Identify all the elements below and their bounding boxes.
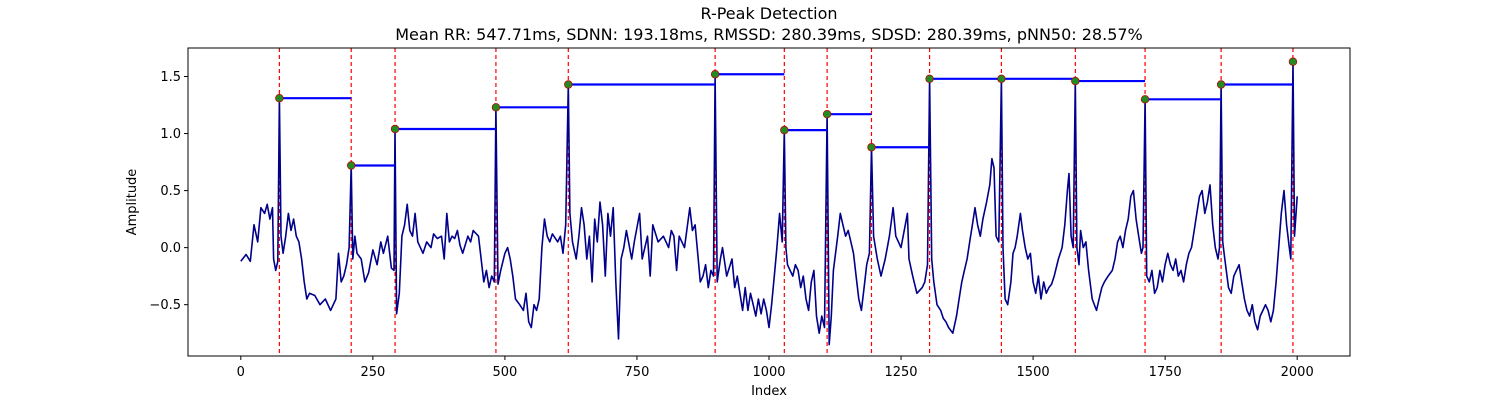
- x-tick-label: 500: [492, 365, 517, 380]
- chart-title: R-Peak Detection: [700, 4, 837, 23]
- r-peak-marker: [925, 74, 934, 83]
- x-tick-label: 0: [237, 365, 245, 380]
- y-axis: −0.5 0.0 0.5 1.0 1.5: [149, 70, 188, 313]
- y-tick-label: 1.5: [160, 70, 181, 85]
- x-tick-label: 1000: [752, 365, 785, 380]
- y-tick-label: −0.5: [149, 298, 181, 313]
- r-peak-marker: [1071, 76, 1080, 86]
- x-tick-label: 750: [625, 365, 650, 380]
- plot-area: [240, 48, 1298, 356]
- chart-subtitle: Mean RR: 547.71ms, SDNN: 193.18ms, RMSSD…: [395, 25, 1143, 44]
- x-tick-label: 2000: [1281, 365, 1314, 380]
- x-tick-label: 1750: [1149, 365, 1182, 380]
- r-peak-marker: [1140, 95, 1150, 104]
- x-axis: 0 250 500 750 1000 1250 1500 1750 2000: [237, 356, 1314, 380]
- y-tick-label: 1.0: [160, 127, 181, 142]
- r-peak-marker: [1288, 57, 1298, 66]
- y-tick-label: 0.0: [160, 241, 181, 256]
- x-tick-label: 1500: [1017, 365, 1050, 380]
- r-peak-marker: [347, 161, 356, 170]
- x-tick-label: 250: [360, 365, 385, 380]
- x-axis-label: Index: [751, 384, 787, 399]
- chart-marks: [240, 48, 1298, 356]
- signal-line: [240, 60, 1298, 346]
- r-peak-marker: [780, 125, 789, 135]
- plot-frame: [187, 47, 1351, 357]
- r-peak-marker: [822, 109, 832, 119]
- x-tick-label: 1250: [884, 365, 917, 380]
- r-peak-marker: [491, 103, 501, 112]
- r-peak-marker: [997, 74, 1006, 83]
- r-peak-marker: [275, 93, 284, 103]
- r-peak-marker: [390, 124, 400, 134]
- r-peak-marker: [1216, 80, 1226, 89]
- y-axis-label: Amplitude: [125, 169, 140, 236]
- r-peak-marker: [564, 80, 573, 89]
- y-tick-label: 0.5: [160, 184, 181, 199]
- r-peak-marker: [710, 70, 720, 79]
- r-peak-marker: [867, 143, 876, 152]
